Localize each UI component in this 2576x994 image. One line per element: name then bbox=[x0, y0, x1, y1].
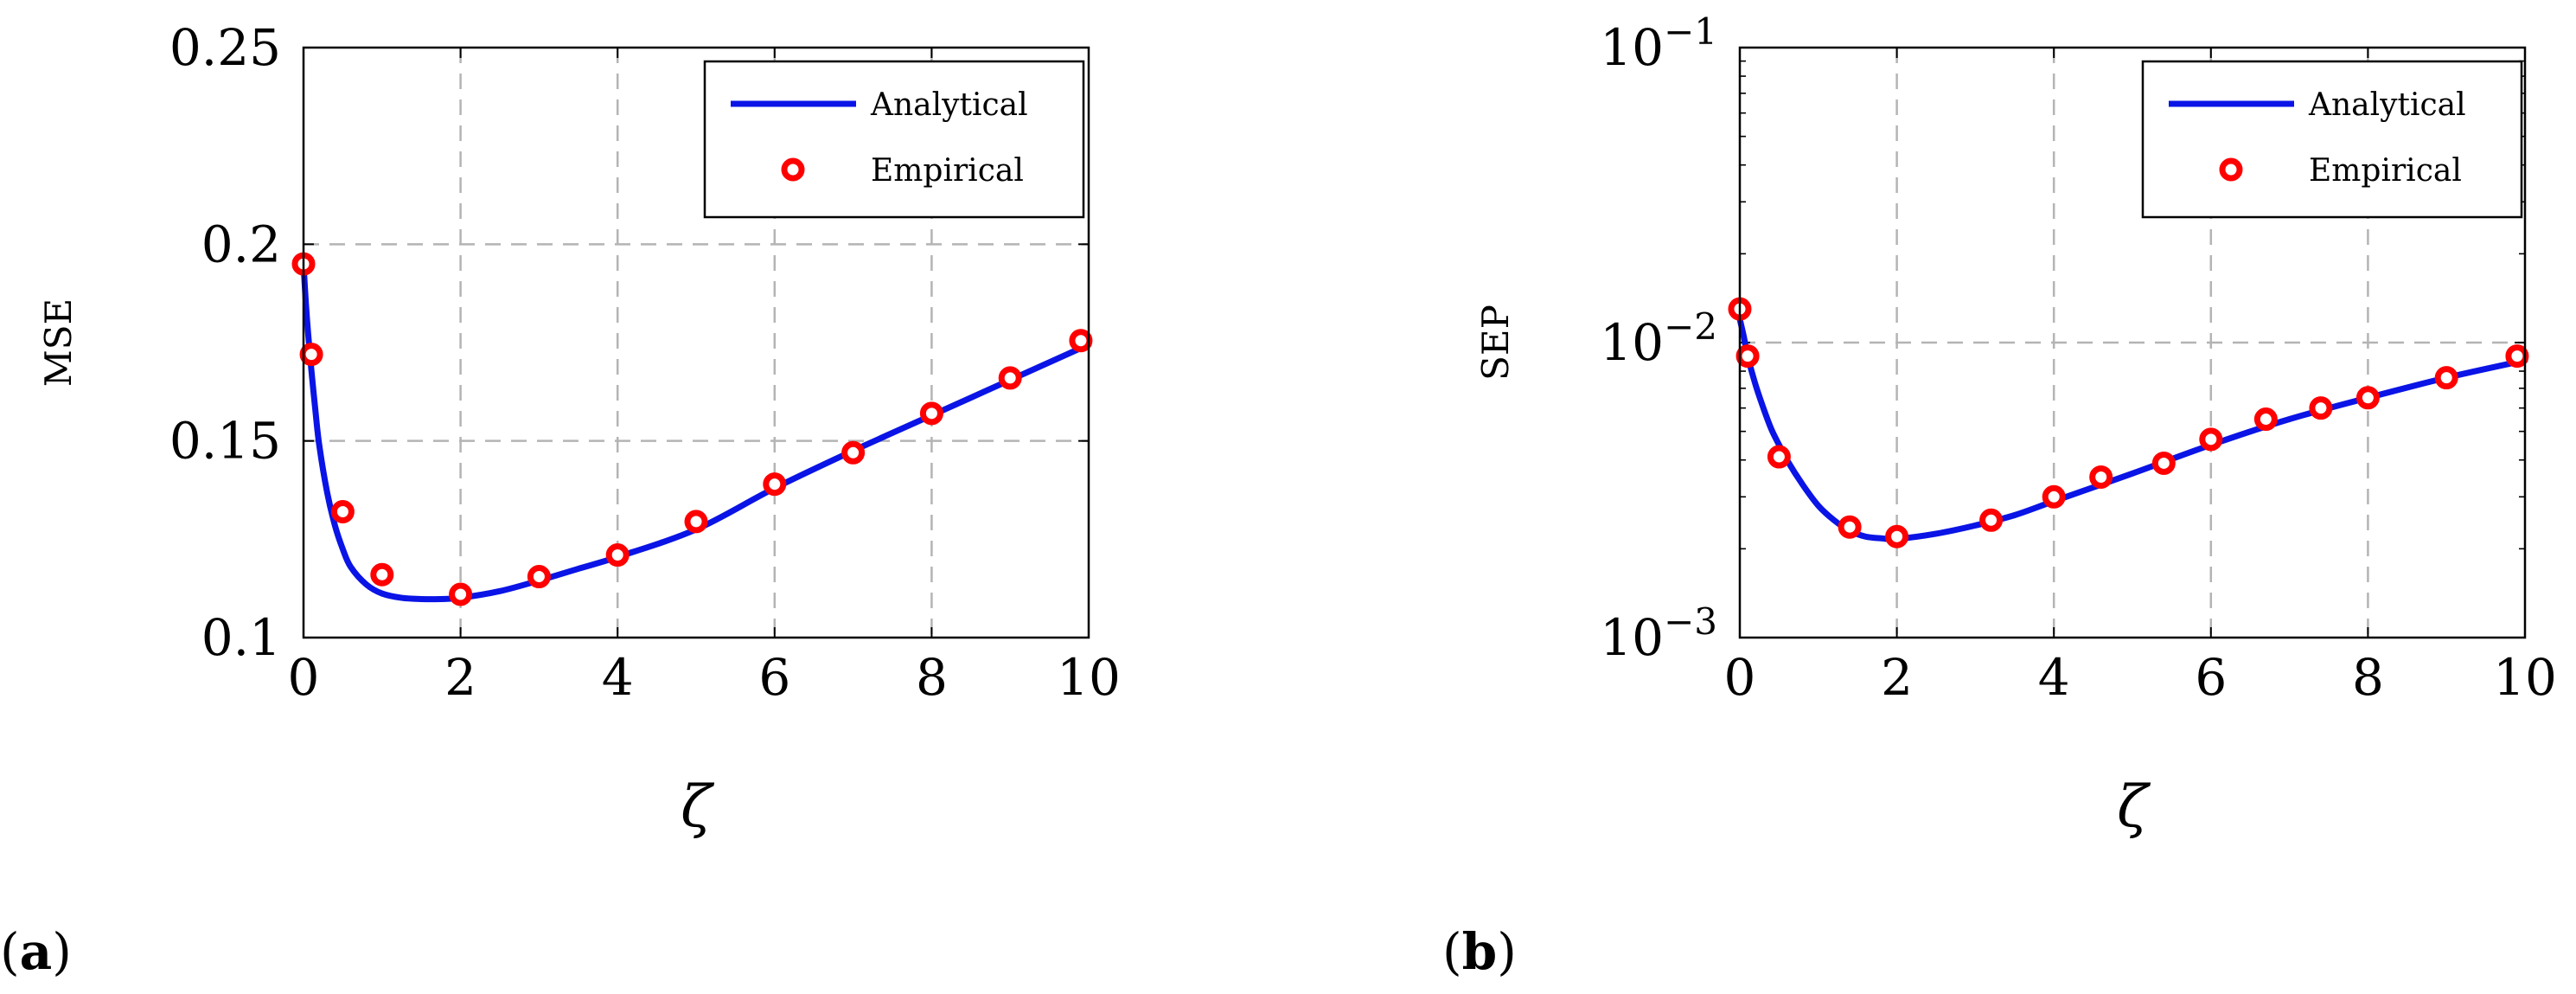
empirical-point bbox=[1735, 344, 1760, 369]
legend: Analytical Empirical bbox=[703, 60, 1085, 219]
x-tick-label: 10 bbox=[1057, 648, 1121, 707]
y-tick-label: 0.2 bbox=[201, 215, 281, 273]
legend-label: Empirical bbox=[2309, 153, 2462, 189]
panel-label: (b) bbox=[1442, 922, 1517, 981]
x-tick-label: 8 bbox=[916, 648, 948, 707]
panel-b: 0 2 4 6 8 10 10−3 10−2 10−1 Analytical Empirical SE… bbox=[1442, 10, 2557, 981]
legend-label: Analytical bbox=[870, 87, 1028, 123]
empirical-point bbox=[919, 401, 943, 426]
axes-frame bbox=[1738, 46, 2527, 639]
empirical-point bbox=[1979, 508, 2004, 532]
legend-label: Analytical bbox=[2308, 87, 2466, 123]
empirical-point bbox=[527, 565, 551, 589]
legend-box bbox=[2141, 60, 2523, 219]
y-axis-label: SEP bbox=[1474, 305, 1517, 381]
x-tick-label: 4 bbox=[602, 648, 634, 707]
empirical-point bbox=[1838, 515, 1862, 539]
empirical-point bbox=[841, 440, 866, 465]
empirical-point bbox=[2505, 344, 2529, 369]
empirical-point bbox=[684, 510, 708, 534]
y-tick-label: 0.1 bbox=[201, 608, 281, 667]
empirical-point bbox=[2042, 484, 2066, 509]
x-tick-label: 6 bbox=[758, 648, 790, 707]
x-tick-label: 2 bbox=[444, 648, 476, 707]
empirical-point bbox=[2309, 396, 2333, 420]
empirical-point bbox=[2199, 427, 2223, 452]
legend-marker-swatch bbox=[2219, 157, 2243, 182]
empirical-point bbox=[2151, 451, 2176, 475]
x-tick-label: 2 bbox=[1881, 648, 1913, 707]
x-tick-label: 6 bbox=[2195, 648, 2227, 707]
y-tick-label: 0.25 bbox=[169, 18, 281, 77]
y-tick-label: 10−2 bbox=[1600, 305, 1717, 372]
legend-box bbox=[703, 60, 1085, 219]
legend-marker-swatch bbox=[781, 157, 805, 182]
x-tick-label: 8 bbox=[2352, 648, 2384, 707]
empirical-point bbox=[1885, 524, 1909, 548]
y-tick-label: 10−1 bbox=[1600, 10, 1717, 77]
empirical-point bbox=[2089, 465, 2113, 489]
empirical-point bbox=[330, 500, 355, 524]
y-tick-label: 0.15 bbox=[169, 412, 281, 471]
panel-label: (a) bbox=[0, 922, 72, 981]
empirical-point bbox=[2253, 407, 2278, 432]
empirical-point bbox=[605, 543, 630, 568]
empirical-point bbox=[370, 562, 394, 587]
axes-frame bbox=[302, 46, 1090, 639]
legend-label: Empirical bbox=[871, 153, 1024, 189]
empirical-point bbox=[998, 366, 1022, 390]
x-tick-label: 0 bbox=[288, 648, 320, 707]
x-tick-label: 0 bbox=[1724, 648, 1756, 707]
empirical-point bbox=[1767, 445, 1791, 469]
x-tick-label: 4 bbox=[2038, 648, 2070, 707]
empirical-point bbox=[2434, 366, 2458, 390]
x-axis-label: ζ bbox=[681, 773, 715, 840]
analytical-curve bbox=[1736, 316, 2528, 542]
y-tick-label: 10−3 bbox=[1600, 600, 1717, 667]
y-axis-label: MSE bbox=[37, 298, 80, 387]
analytical-curve bbox=[300, 260, 1092, 603]
legend: Analytical Empirical bbox=[2141, 60, 2523, 219]
empirical-point bbox=[2355, 386, 2380, 410]
empirical-point bbox=[449, 582, 473, 606]
x-axis-label: ζ bbox=[2117, 773, 2151, 840]
panel-a: 0 2 4 6 8 10 0.1 0.15 0.2 0.25 Analytical Empirical… bbox=[0, 18, 1121, 981]
empirical-point bbox=[763, 472, 787, 497]
empirical-point bbox=[1069, 329, 1093, 353]
empirical-point bbox=[299, 343, 323, 367]
x-tick-label: 10 bbox=[2493, 648, 2557, 707]
